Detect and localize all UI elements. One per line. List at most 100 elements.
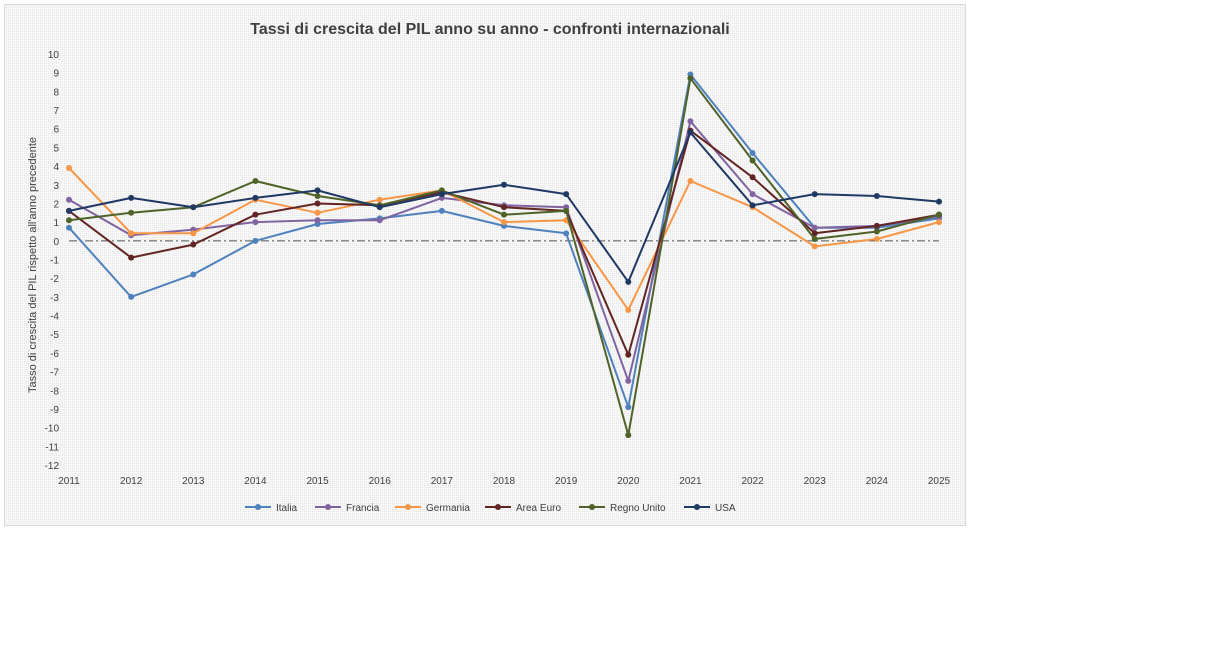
data-point-italia	[190, 271, 197, 278]
x-tick-label: 2016	[369, 476, 392, 487]
y-axis-label: Tasso di crescita del PIL rispetto all'a…	[27, 137, 39, 393]
data-point-germania	[314, 209, 321, 216]
data-point-germania	[376, 196, 383, 203]
data-point-italia	[749, 150, 756, 157]
series-line-francia	[68, 120, 940, 382]
data-point-francia	[749, 191, 756, 198]
data-point-italia	[128, 293, 135, 300]
legend-item-usa: USA	[684, 503, 736, 514]
legend-swatch-marker	[325, 504, 331, 510]
x-tick-label: 2014	[244, 476, 267, 487]
y-tick-label: -4	[50, 312, 59, 323]
data-point-germania	[128, 230, 135, 237]
line-chart: Tassi di crescita del PIL anno su anno -…	[27, 21, 951, 514]
x-tick-label: 2021	[679, 476, 702, 487]
x-tick-labels: 2011 2012 2013 2014 2015 2016 2017 2018 2019 2020…	[58, 476, 950, 487]
data-point-usa	[66, 207, 72, 214]
chart-area: Tassi di crescita del PIL anno su anno -…	[4, 4, 966, 526]
data-point-usa	[749, 202, 756, 209]
y-tick-label: -9	[50, 405, 59, 416]
legend: Italia Francia Germania Area Euro Regno Unit…	[245, 503, 736, 514]
series-regno-unito	[66, 75, 942, 439]
data-point-area-euro	[314, 200, 321, 207]
data-point-italia	[563, 230, 570, 237]
series-francia	[66, 118, 942, 384]
legend-item-germania: Germania	[395, 503, 470, 514]
y-tick-label: 6	[53, 125, 59, 136]
data-point-germania	[501, 219, 507, 226]
x-tick-label: 2019	[555, 476, 578, 487]
legend-item-francia: Francia	[315, 503, 380, 514]
data-point-regno-unito	[811, 235, 818, 242]
data-point-italia	[66, 224, 72, 231]
y-tick-label: -11	[45, 442, 59, 453]
data-point-regno-unito	[936, 211, 942, 218]
data-point-regno-unito	[749, 157, 756, 164]
legend-label: Italia	[276, 503, 298, 514]
data-point-regno-unito	[252, 178, 259, 185]
y-tick-label: -1	[50, 256, 59, 267]
data-point-area-euro	[873, 222, 880, 229]
x-tick-label: 2017	[431, 476, 454, 487]
y-tick-label: -2	[50, 274, 59, 285]
data-point-area-euro	[625, 351, 632, 358]
data-point-regno-unito	[501, 211, 507, 218]
legend-swatch-marker	[589, 504, 595, 510]
legend-swatch-marker	[495, 504, 501, 510]
legend-swatch-marker	[694, 504, 700, 510]
y-tick-label: 10	[48, 50, 60, 61]
data-point-area-euro	[190, 241, 197, 248]
data-point-area-euro	[252, 211, 259, 218]
data-point-regno-unito	[687, 75, 694, 82]
y-tick-label: -6	[50, 349, 59, 360]
y-tick-label: 7	[53, 106, 59, 117]
data-point-usa	[873, 192, 880, 199]
data-point-usa	[190, 204, 197, 211]
data-point-germania	[625, 306, 632, 313]
data-point-usa	[376, 204, 383, 211]
legend-swatch-marker	[255, 504, 261, 510]
x-tick-label: 2012	[120, 476, 143, 487]
data-point-area-euro	[128, 254, 135, 261]
chart-title: Tassi di crescita del PIL anno su anno -…	[250, 21, 730, 38]
y-tick-label: 9	[53, 69, 59, 80]
x-tick-label: 2013	[182, 476, 205, 487]
data-point-usa	[128, 194, 135, 201]
x-tick-label: 2015	[306, 476, 329, 487]
data-point-regno-unito	[66, 217, 72, 224]
data-point-usa	[252, 194, 259, 201]
y-tick-label: -10	[45, 424, 60, 435]
legend-item-regno-unito: Regno Unito	[579, 503, 666, 514]
data-point-francia	[376, 217, 383, 224]
data-point-area-euro	[501, 204, 507, 211]
legend-label: Area Euro	[516, 503, 561, 514]
data-point-usa	[314, 187, 321, 194]
y-tick-label: 2	[53, 199, 59, 210]
data-point-regno-unito	[625, 432, 632, 439]
series-group	[66, 71, 942, 439]
x-tick-label: 2020	[617, 476, 640, 487]
legend-item-italia: Italia	[245, 503, 298, 514]
data-point-germania	[66, 164, 72, 171]
data-point-regno-unito	[563, 207, 570, 214]
y-tick-label: -7	[50, 368, 59, 379]
series-line-regno-unito	[68, 77, 940, 437]
data-point-francia	[66, 196, 72, 203]
series-line-germania	[68, 167, 940, 311]
data-point-italia	[625, 404, 632, 411]
data-point-francia	[687, 118, 694, 125]
y-tick-label: 4	[53, 162, 59, 173]
legend-item-area-euro: Area Euro	[485, 503, 561, 514]
data-point-francia	[252, 219, 259, 226]
legend-label: Regno Unito	[610, 503, 666, 514]
data-point-area-euro	[811, 230, 818, 237]
y-tick-label: -5	[50, 330, 59, 341]
x-tick-label: 2018	[493, 476, 516, 487]
data-point-germania	[873, 235, 880, 242]
legend-label: Francia	[346, 503, 380, 514]
data-point-germania	[190, 230, 197, 237]
data-point-usa	[438, 191, 445, 198]
y-tick-label: 0	[53, 237, 59, 248]
data-point-usa	[625, 278, 632, 285]
data-point-regno-unito	[314, 192, 321, 199]
